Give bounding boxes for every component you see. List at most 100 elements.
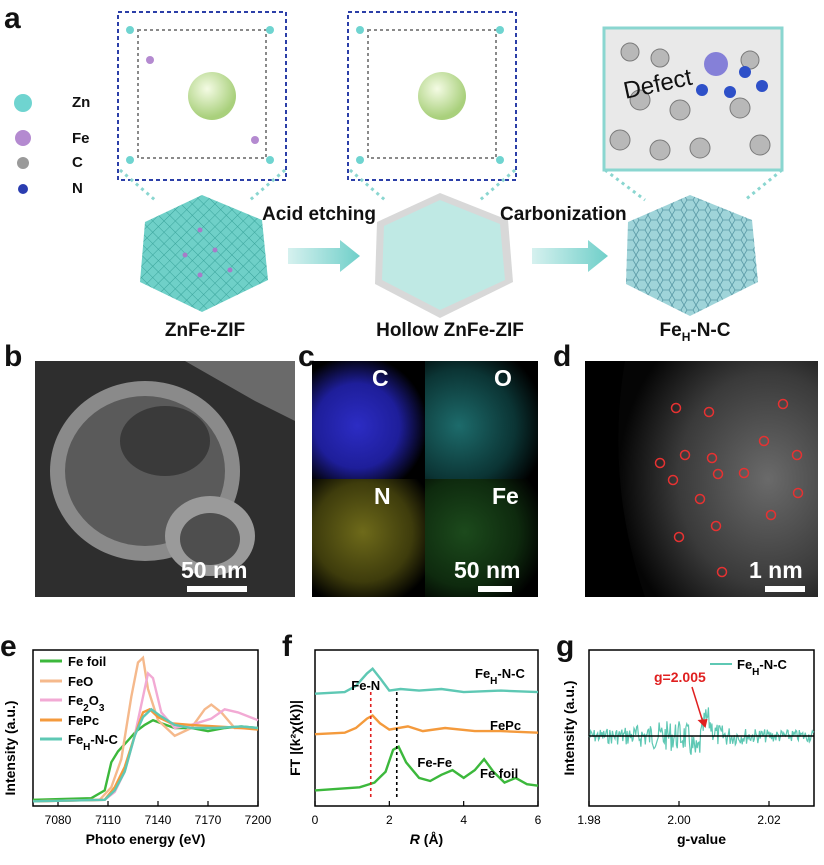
sem-scale-label: 50 nm (181, 557, 248, 583)
panel-a-illustration (117, 11, 784, 318)
haadf-image: 1 nm (585, 361, 818, 597)
f-series-label-2: Fe foil (480, 766, 518, 781)
eds-scale-bar (478, 586, 512, 592)
f-ylabel: FT |(k²χ(k))| (287, 700, 303, 776)
e-legend-label-2-sub: 2 (83, 703, 89, 714)
caption-hollow-znfe-zif: Hollow ZnFe-ZIF (376, 320, 524, 341)
e-series-line-4 (32, 707, 259, 803)
carbonization-label: Carbonization (500, 204, 627, 225)
f-series-label-0-sub: H (490, 676, 497, 687)
eds-map-c (312, 361, 425, 479)
sem-scale-bar (187, 586, 247, 592)
e-legend-label-2-tail: O (89, 693, 99, 708)
eds-map: C O N Fe 50 nm (312, 361, 538, 597)
eds-scale-label: 50 nm (454, 557, 521, 583)
sem-image-shapes (35, 361, 295, 597)
exafs-chart: 0 2 4 6 Fe-N Fe-Fe FeH-N-C FePc Fe foil R (Å) FT |… (287, 649, 542, 847)
caption-znfe-zif: ZnFe-ZIF (164, 320, 246, 341)
g-xtick-label-1: 2.00 (667, 813, 691, 827)
e-xtick-label-4: 7200 (245, 813, 272, 827)
legend-swatch-c (17, 157, 29, 169)
f-xtick-label-2: 4 (460, 813, 467, 827)
panel-label-e: e (0, 630, 17, 663)
f-series-label-0-main: Fe (475, 666, 490, 681)
f-fefe-label: Fe-Fe (417, 755, 452, 770)
legend-swatch-zn (14, 94, 32, 112)
f-series-label-0: FeH-N-C (475, 666, 525, 687)
f-xlabel-unit: (Å) (420, 831, 443, 847)
legend-swatch-fe (15, 130, 31, 146)
g-annotation: g=2.005 (654, 669, 706, 685)
epr-chart: 1.98 2.00 2.02 FeH-N-C g=2.005 g-value Intensi… (561, 649, 815, 847)
eds-map-fe (425, 479, 538, 597)
f-xtick-label-0: 0 (312, 813, 319, 827)
eds-map-n (312, 479, 425, 597)
g-annotation-arrow (691, 686, 705, 725)
e-series-line-0 (32, 718, 259, 801)
f-series-label-1: FePc (490, 718, 521, 733)
eds-label-fe: Fe (492, 483, 519, 509)
legend-swatch-n (18, 184, 28, 194)
e-xtick-label-1: 7110 (95, 813, 121, 827)
g-legend-label-0-tail: -N-C (759, 657, 787, 672)
panel-label-b: b (4, 340, 23, 373)
g-xtick-label-0: 1.98 (577, 813, 601, 827)
haadf-scale-label: 1 nm (749, 557, 803, 583)
g-legend-label-0: FeH-N-C (737, 657, 787, 678)
caption-feh-main: Fe (659, 320, 682, 341)
panel-label-a: a (4, 2, 21, 35)
e-legend-label-4-sub: H (83, 742, 90, 753)
g-ylabel: Intensity (a.u.) (561, 681, 577, 776)
f-xtick-label-3: 6 (535, 813, 542, 827)
eds-label-c: C (372, 365, 389, 391)
e-xtick-label-2: 7140 (145, 813, 172, 827)
g-series-line-0 (588, 707, 815, 755)
f-series-line-2 (314, 745, 539, 792)
g-xtick-label-2: 2.02 (757, 813, 781, 827)
zif-cage-1 (117, 11, 287, 181)
e-legend-label-2: Fe2O3 (68, 693, 105, 714)
acid-etching-arrow (288, 240, 360, 272)
eds-map-o (425, 361, 538, 479)
e-legend-label-4-tail: -N-C (90, 732, 118, 747)
legend-label-fe: Fe (72, 130, 90, 147)
panel-label-g: g (556, 630, 575, 663)
g-plot-frame (588, 649, 815, 807)
haadf-scale-bar (765, 586, 805, 592)
f-plot-frame (314, 649, 539, 807)
f-xtick-label-1: 2 (386, 813, 393, 827)
f-series-label-0-tail: -N-C (497, 666, 525, 681)
g-annotation-arrowhead (697, 719, 708, 728)
caption-feh-tail: -N-C (690, 320, 731, 341)
legend-label-c: C (72, 154, 83, 171)
e-xtick-label-0: 7080 (45, 813, 72, 827)
hollow-zif-polyhedron (375, 193, 513, 318)
panel-label-d: d (553, 340, 572, 373)
defect-inset (602, 26, 784, 172)
single-atom-markers (654, 398, 804, 578)
f-fen-label: Fe-N (351, 678, 380, 693)
eds-label-n: N (374, 483, 391, 509)
fenc-polyhedron (626, 195, 758, 316)
g-xlabel: g-value (677, 831, 726, 847)
zif-cage-2 (347, 11, 517, 181)
g-legend-label-0-main: Fe (737, 657, 752, 672)
panel-label-f: f (282, 630, 292, 663)
carbonization-arrow (532, 240, 608, 272)
legend-label-zn: Zn (72, 94, 91, 111)
e-legend-label-1: FeO (68, 674, 93, 689)
e-legend-label-0: Fe foil (68, 654, 106, 669)
e-series-line-2 (32, 671, 259, 803)
f-xlabel-main: R (410, 831, 421, 847)
f-series-line-0 (314, 666, 539, 695)
g-legend-label-0-sub: H (752, 667, 759, 678)
e-legend-label-3: FePc (68, 713, 99, 728)
e-ylabel: Intensity (a.u.) (2, 701, 18, 796)
sem-image: 50 nm (35, 361, 295, 597)
e-legend-label-2-sub2: 3 (99, 703, 105, 714)
e-legend-label-4: FeH-N-C (68, 732, 118, 753)
caption-feh-n-c: FeH-N-C (630, 320, 760, 344)
f-series-line-1 (314, 714, 539, 736)
e-xtick-label-3: 7170 (195, 813, 222, 827)
